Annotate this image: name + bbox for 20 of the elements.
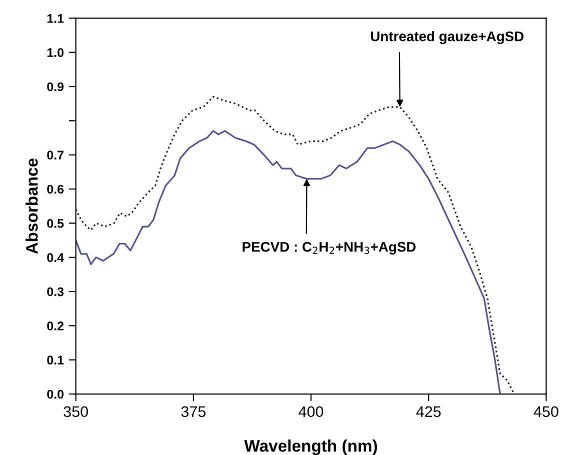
x-tick-label: 400 bbox=[298, 406, 324, 418]
y-axis-title: Absorbance bbox=[26, 158, 38, 254]
y-tick-label: 0.9 bbox=[47, 82, 64, 92]
y-tick-label: 0.3 bbox=[47, 287, 64, 296]
y-tick-label: 1.0 bbox=[47, 48, 64, 58]
x-tick-label: 350 bbox=[64, 406, 88, 418]
y-tick-label: 1.1 bbox=[47, 14, 64, 23]
x-axis-title: Wavelength (nm) bbox=[244, 440, 378, 455]
y-tick-label: 0.0 bbox=[47, 390, 64, 399]
y-tick-label: 0.4 bbox=[47, 253, 64, 262]
x-tick-label: 450 bbox=[534, 406, 558, 418]
y-tick-label: 0.2 bbox=[47, 322, 64, 330]
annotation: PECVD : C$_{2}$H$_{2}$+NH$_{3}$+AgSD bbox=[242, 242, 416, 255]
y-tick-label: 0.6 bbox=[47, 184, 64, 194]
y-tick-label: 0.1 bbox=[47, 356, 64, 365]
x-tick-label: 425 bbox=[416, 406, 441, 418]
y-tick-label: 0.5 bbox=[47, 219, 64, 228]
x-tick-label: 375 bbox=[181, 406, 206, 418]
y-tick-label: 0.7 bbox=[47, 150, 64, 160]
annotation: Untreated gauze+AgSD bbox=[370, 31, 524, 44]
